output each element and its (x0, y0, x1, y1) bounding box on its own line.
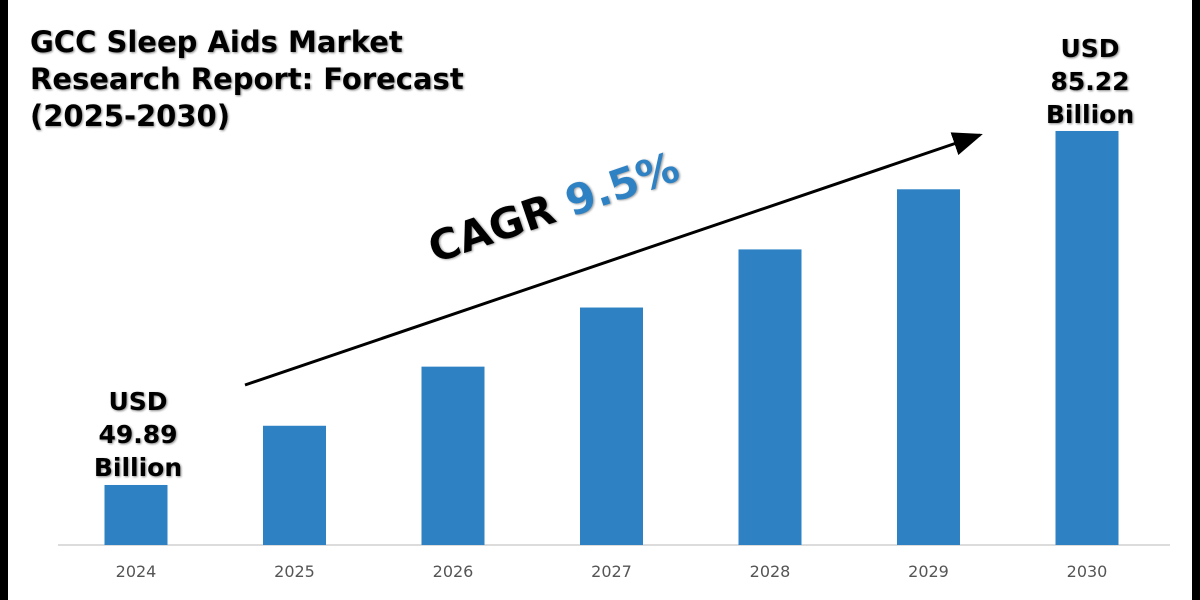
start-value-label: USD 49.89 Billion (93, 387, 183, 482)
bar-2026 (421, 366, 485, 545)
bar-2027 (580, 307, 643, 545)
bar-2028 (738, 249, 802, 545)
x-tick-label: 2029 (908, 562, 949, 581)
x-tick-label: 2028 (750, 562, 791, 581)
x-tick-label: 2024 (116, 562, 157, 581)
bar-2030 (1055, 130, 1119, 545)
chart-title: GCC Sleep Aids Market Research Report: F… (30, 25, 464, 133)
bar-2024 (104, 484, 168, 545)
x-tick-label: 2027 (591, 562, 632, 581)
growth-arrow (244, 132, 983, 387)
x-tick-label: 2025 (274, 562, 315, 581)
x-tick-label: 2030 (1067, 562, 1108, 581)
bar-2025 (263, 425, 326, 545)
x-tick-label: 2026 (433, 562, 474, 581)
end-value-label: USD 85.22 Billion (1045, 34, 1135, 129)
bar-2029 (897, 189, 960, 546)
